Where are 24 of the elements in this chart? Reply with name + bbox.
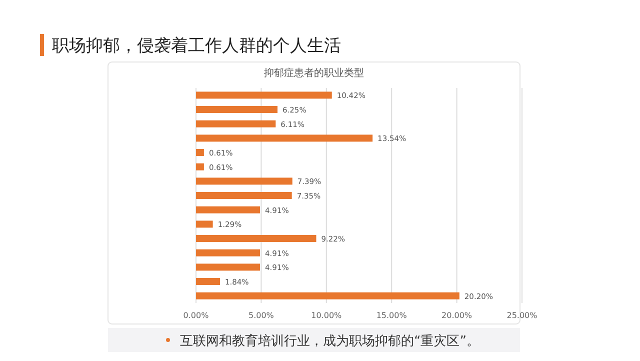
bar (196, 106, 278, 113)
bar (196, 134, 373, 142)
bar (196, 235, 316, 242)
bar (196, 149, 204, 156)
bar (196, 278, 220, 285)
bar (196, 120, 276, 128)
bar (196, 249, 260, 256)
x-tick-label: 15.00% (376, 311, 408, 320)
x-tick-label: 20.00% (442, 311, 472, 320)
x-tick-label: 0.00% (183, 311, 210, 320)
bar (196, 178, 292, 185)
bar (196, 264, 260, 271)
text: 互联网和教育培训行业，成为职场抑郁的“重灾区”。 (180, 333, 480, 349)
bar (196, 292, 460, 300)
x-tick-label: 25.00% (506, 311, 538, 320)
x-tick-label: 5.00% (248, 311, 274, 320)
bar (196, 192, 292, 199)
bar (196, 163, 204, 170)
bar (196, 92, 332, 99)
bar (196, 220, 213, 228)
chart-title: 抑郁症患者的职业类型 (264, 67, 364, 79)
bar (196, 206, 260, 214)
chart-subtitle: 职场抑郁，侵袭着工作人群的个人生活 (52, 36, 341, 56)
x-tick-label: 10.00% (311, 311, 342, 320)
